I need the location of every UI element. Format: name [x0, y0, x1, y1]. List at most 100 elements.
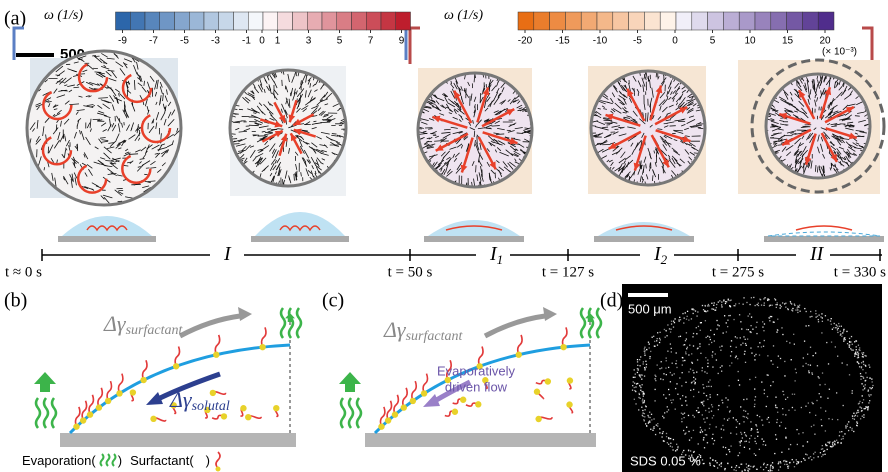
colorbar-cell	[739, 12, 755, 30]
particle	[773, 321, 774, 322]
vector	[831, 126, 837, 127]
particle	[635, 386, 636, 387]
particle	[698, 407, 699, 408]
vector	[802, 126, 810, 127]
particle	[736, 427, 737, 428]
particle	[870, 394, 871, 395]
particle	[683, 322, 684, 323]
gradient-label: Δγsurfactant	[383, 317, 463, 344]
substrate	[365, 433, 596, 447]
particle	[756, 322, 757, 323]
particle	[850, 341, 851, 342]
particle	[632, 385, 633, 386]
colorbar-tick-label: -1	[242, 36, 251, 47]
particle	[728, 418, 729, 419]
particle	[642, 412, 643, 413]
particle	[700, 353, 701, 354]
particle	[785, 303, 786, 304]
colorbar-cell	[723, 12, 739, 30]
arrow-head	[238, 307, 252, 321]
particle	[820, 396, 821, 397]
particle	[828, 418, 829, 419]
particle	[654, 375, 655, 376]
particle	[744, 351, 745, 352]
particle	[710, 339, 711, 340]
particle	[785, 399, 786, 400]
particle	[816, 400, 817, 401]
particle	[776, 331, 777, 332]
particle	[764, 393, 765, 394]
particle	[868, 402, 869, 403]
particle	[711, 386, 712, 387]
particle	[850, 348, 851, 349]
particle	[688, 431, 689, 432]
particle	[821, 449, 822, 450]
particle	[696, 327, 697, 328]
particle	[680, 398, 681, 399]
particle	[690, 368, 691, 369]
particle	[642, 375, 643, 376]
particle	[669, 328, 670, 329]
particle	[693, 377, 694, 378]
particle	[790, 301, 791, 302]
particle	[644, 367, 645, 368]
particle	[849, 338, 850, 339]
particle	[646, 349, 647, 350]
particle	[712, 406, 713, 407]
particle	[832, 446, 833, 447]
particle	[696, 315, 697, 316]
particle	[637, 372, 638, 373]
particle	[871, 388, 872, 389]
particle	[777, 302, 778, 303]
particle	[739, 467, 740, 468]
colorbar-cell	[550, 12, 566, 30]
particle	[704, 305, 705, 306]
particle	[862, 395, 863, 396]
colorbar-tick-label: -10	[593, 36, 608, 47]
colorbar-tick-label: -9	[118, 36, 127, 47]
particle	[721, 301, 722, 302]
particle	[676, 449, 677, 450]
particle	[865, 384, 866, 385]
particle	[659, 428, 660, 429]
colorbar-cell	[366, 12, 381, 30]
particle	[693, 333, 694, 334]
particle	[651, 414, 652, 415]
time-label: t = 330 s	[834, 264, 886, 280]
particle	[861, 362, 862, 363]
particle	[770, 470, 771, 471]
particle	[750, 430, 751, 431]
arrow	[180, 316, 240, 336]
particle	[832, 444, 833, 445]
particle	[645, 361, 646, 362]
particle	[713, 465, 714, 466]
particle	[654, 389, 655, 390]
particle	[713, 305, 714, 306]
particle	[650, 429, 651, 430]
particle	[796, 463, 797, 464]
particle	[709, 394, 710, 395]
particle	[768, 470, 769, 471]
particle	[634, 387, 635, 388]
particle	[776, 439, 777, 440]
particle	[659, 338, 660, 339]
particle	[742, 437, 743, 438]
particle	[821, 332, 822, 333]
particle	[714, 440, 715, 441]
particle	[645, 350, 646, 351]
particle	[773, 345, 774, 346]
particle	[684, 413, 685, 414]
particle	[757, 304, 758, 305]
evaporation	[281, 308, 285, 338]
particle	[841, 431, 842, 432]
particle	[792, 459, 793, 460]
colorbar-tick-label: 5	[337, 36, 343, 47]
colorbar-multiplier: (× 10⁻³)	[822, 47, 857, 58]
particle	[716, 462, 717, 463]
particle	[785, 428, 786, 429]
particle	[815, 310, 816, 311]
particle	[837, 356, 838, 357]
particle	[827, 449, 828, 450]
particle	[723, 429, 724, 430]
particle	[777, 367, 778, 368]
